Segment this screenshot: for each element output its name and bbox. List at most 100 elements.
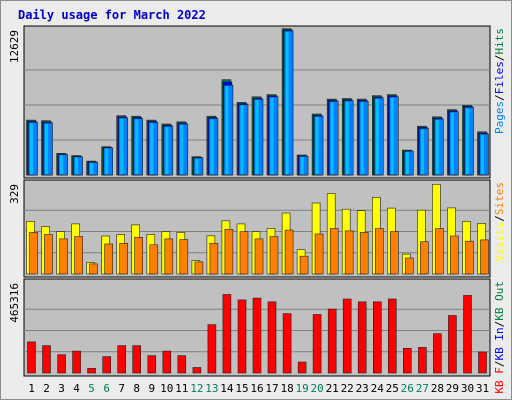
- bar-kbf-day-10: [162, 350, 172, 374]
- bar-highlight: [240, 105, 244, 174]
- x-tick-label: 10: [160, 382, 173, 395]
- legend-entry-kbin: KB In: [493, 327, 506, 360]
- bar-kbf-day-27: [418, 347, 427, 374]
- bar-kbf-day-21: [327, 308, 337, 374]
- bar-highlight: [45, 123, 48, 174]
- bar-sites-day-8: [134, 237, 143, 275]
- bar-kbf-day-28: [433, 333, 442, 374]
- bar-kbf-day-19: [297, 361, 307, 374]
- bar-kbf-day-3: [57, 354, 66, 374]
- bar-sites-day-17: [269, 236, 279, 275]
- bar-highlight: [435, 120, 439, 174]
- bar-sites-day-22: [344, 230, 354, 275]
- bar-sites-day-5: [89, 263, 98, 275]
- bar-highlight: [120, 118, 124, 174]
- y-max-label: 329: [8, 184, 21, 204]
- bar-sites-day-7: [119, 243, 128, 275]
- x-tick-label: 7: [118, 382, 125, 395]
- bar-highlight: [165, 127, 169, 174]
- chart-title: Daily usage for March 2022: [18, 8, 206, 22]
- legend-separator: /: [493, 361, 506, 368]
- bar-highlight: [405, 152, 409, 174]
- bar-sites-day-9: [149, 244, 159, 275]
- x-tick-label: 3: [58, 382, 65, 395]
- x-tick-label: 8: [133, 382, 140, 395]
- bar-highlight: [300, 157, 304, 174]
- x-tick-label: 23: [356, 382, 369, 395]
- bar-kbf-day-29: [448, 315, 457, 374]
- bar-kbf-day-30: [463, 295, 472, 374]
- x-tick-label: 20: [310, 382, 323, 395]
- bar-sites-day-18: [284, 229, 294, 275]
- bar-highlight: [210, 119, 214, 174]
- bar-sites-day-15: [239, 231, 249, 275]
- x-tick-label: 13: [205, 382, 218, 395]
- bar-sites-day-10: [164, 238, 174, 275]
- x-tick-label: 5: [88, 382, 95, 395]
- bar-sites-day-23: [359, 232, 369, 275]
- bar-kbf-day-12: [192, 367, 202, 374]
- bar-sites-day-26: [404, 257, 414, 275]
- bar-highlight: [375, 99, 379, 174]
- x-tick-label: 16: [250, 382, 263, 395]
- legend-hits: Pages/Files/Hits: [493, 28, 506, 134]
- x-tick-label: 21: [326, 382, 339, 395]
- bar-sites-day-30: [465, 240, 474, 275]
- legend-separator: /: [493, 321, 506, 328]
- x-tick-label: 17: [265, 382, 278, 395]
- bar-highlight: [285, 31, 289, 175]
- bar-kbf-day-8: [132, 345, 141, 374]
- bar-kbf-day-18: [282, 313, 292, 374]
- bar-highlight: [345, 101, 349, 174]
- y-max-label: 465316: [8, 283, 21, 323]
- bar-highlight: [466, 108, 469, 174]
- legend-kbytes: KB F/KB In/KB Out: [493, 281, 506, 394]
- x-tick-label: 24: [371, 382, 385, 395]
- bar-highlight: [330, 102, 334, 174]
- x-tick-label: 1: [28, 382, 35, 395]
- x-tick-label: 19: [295, 382, 308, 395]
- bar-kbf-day-2: [42, 345, 51, 374]
- legend-entry-pages: Pages: [493, 101, 506, 134]
- bar-sites-day-29: [450, 235, 459, 275]
- bar-sites-day-31: [480, 239, 489, 275]
- bar-sites-day-13: [209, 243, 219, 275]
- x-tick-label: 4: [73, 382, 80, 395]
- bar-highlight: [450, 112, 454, 174]
- bar-kbf-day-5: [87, 368, 96, 374]
- x-tick-label: 25: [386, 382, 399, 395]
- bar-highlight: [390, 97, 394, 174]
- legend-visits: Visits/Sites: [493, 182, 506, 262]
- bar-kbf-day-23: [357, 301, 367, 374]
- bar-highlight: [315, 117, 319, 174]
- legend-separator: /: [493, 55, 506, 62]
- bar-kbf-day-6: [102, 356, 111, 374]
- x-tick-label: 18: [280, 382, 293, 395]
- legend-separator: /: [493, 215, 506, 222]
- bar-kbf-day-31: [478, 351, 487, 374]
- bar-kbf-day-14: [222, 294, 232, 374]
- legend-entry-kbf: KB F: [493, 367, 506, 394]
- bar-highlight: [420, 129, 424, 174]
- bar-kbf-day-20: [312, 314, 322, 374]
- bar-sites-day-19: [299, 255, 309, 275]
- bar-highlight: [135, 119, 139, 174]
- x-tick-label: 14: [220, 382, 234, 395]
- bar-sites-day-12: [194, 261, 204, 275]
- x-tick-label: 29: [446, 382, 459, 395]
- legend-entry-visits: Visits: [493, 222, 506, 262]
- x-tick-label: 22: [341, 382, 354, 395]
- legend-entry-files: Files: [493, 61, 506, 94]
- bar-highlight: [150, 123, 154, 174]
- x-tick-label: 11: [175, 382, 188, 395]
- bar-sites-day-14: [224, 229, 234, 275]
- bar-highlight: [225, 86, 229, 174]
- bar-kbf-day-9: [147, 355, 157, 374]
- bar-kbf-day-15: [237, 299, 247, 374]
- x-tick-label: 15: [235, 382, 248, 395]
- bar-kbf-day-1: [27, 341, 36, 374]
- bar-sites-day-20: [314, 233, 324, 275]
- y-max-label: 12629: [8, 30, 21, 63]
